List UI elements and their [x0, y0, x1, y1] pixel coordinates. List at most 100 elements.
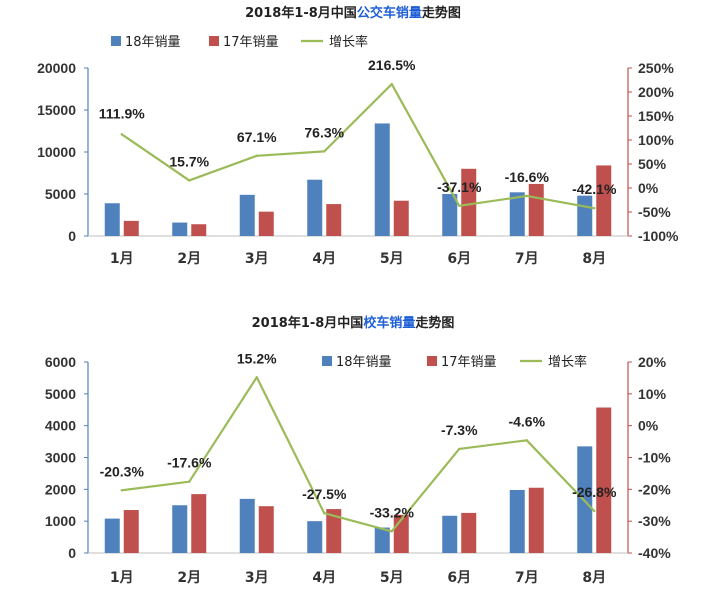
category-label: 3月: [245, 251, 269, 267]
bar-17-3: [258, 211, 274, 236]
growth-rate-label: -17.6%: [167, 455, 212, 471]
growth-rate-point: [323, 150, 326, 153]
growth-rate-point: [323, 512, 326, 515]
category-label: 7月: [515, 251, 539, 267]
right-tick-label: 250%: [638, 60, 674, 76]
category-label: 2月: [177, 251, 201, 267]
legend-swatch: [322, 356, 332, 366]
legend-item: 增长率: [301, 34, 368, 50]
bar-17-6: [461, 168, 477, 236]
growth-rate-label: -20.3%: [100, 463, 145, 479]
growth-rate-point: [390, 82, 393, 86]
chart-title: 2018年1-8月中国校车销量走势图: [252, 315, 455, 331]
bar-18-4: [307, 521, 323, 553]
bar-17-8: [596, 407, 612, 553]
left-tick-label: 4000: [45, 418, 76, 434]
bar-18-5: [374, 123, 390, 236]
growth-rate-point: [188, 179, 191, 182]
bar-17-7: [528, 183, 544, 236]
right-tick-label: -20%: [638, 481, 671, 497]
growth-rate-label: -7.3%: [441, 422, 478, 438]
legend-label: 18年销量: [125, 35, 181, 50]
right-tick-label: 200%: [638, 84, 674, 100]
legend-label: 增长率: [548, 354, 587, 370]
legend-item: 18年销量: [111, 35, 181, 50]
growth-rate-label: 15.7%: [169, 153, 209, 169]
legend-label: 17年销量: [441, 355, 497, 370]
left-tick-label: 5000: [45, 186, 76, 202]
legend-label: 17年销量: [223, 35, 279, 50]
right-tick-label: 100%: [638, 132, 674, 148]
right-tick-label: 0%: [638, 418, 659, 434]
category-label: 5月: [380, 570, 404, 586]
right-tick-label: -10%: [638, 450, 671, 466]
category-label: 1月: [110, 570, 134, 586]
growth-rate-point: [525, 194, 528, 198]
left-tick-label: 15000: [37, 102, 76, 118]
legend-item: 17年销量: [427, 355, 497, 370]
growth-rate-point: [188, 480, 191, 483]
growth-rate-label: -16.6%: [505, 169, 550, 185]
bar-17-5: [393, 200, 409, 236]
bar-18-3: [239, 498, 255, 553]
growth-rate-point: [525, 439, 528, 442]
growth-rate-label: 15.2%: [237, 350, 277, 366]
left-tick-label: 0: [68, 545, 76, 561]
category-label: 2月: [177, 570, 201, 586]
growth-rate-line: [121, 82, 595, 210]
chart-2: 2018年1-8月中国校车销量走势图 18年销量 17年销量 增长率 0 1000 2000…: [45, 315, 671, 586]
growth-rate-label: -4.6%: [508, 413, 545, 429]
chart-title-part: 2018年1-8月中国: [245, 5, 357, 21]
bar-17-1: [123, 510, 139, 553]
bar-17-7: [528, 487, 544, 553]
left-tick-label: 10000: [37, 144, 76, 160]
bar-18-6: [442, 515, 458, 553]
right-tick-label: 150%: [638, 108, 674, 124]
chart-title-part: 走势图: [415, 315, 454, 331]
left-tick-label: 2000: [45, 481, 76, 497]
legend-label: 18年销量: [336, 355, 392, 370]
growth-rate-label: -42.1%: [572, 181, 617, 197]
bar-18-2: [172, 505, 188, 553]
bar-17-4: [326, 204, 342, 236]
legend-swatch: [427, 356, 437, 366]
bar-18-7: [509, 192, 525, 236]
chart-title-part: 公交车销量: [357, 5, 422, 21]
bar-17-8: [596, 165, 612, 236]
growth-rate-label: -33.2%: [370, 504, 415, 520]
category-label: 1月: [110, 251, 134, 267]
bar-17-2: [191, 494, 207, 553]
growth-rate-label: -27.5%: [302, 486, 347, 502]
left-tick-label: 20000: [37, 60, 76, 76]
growth-rate-point: [120, 133, 123, 136]
right-tick-label: 10%: [638, 386, 667, 402]
growth-rate-line: [121, 376, 596, 533]
bar-18-1: [104, 518, 120, 553]
bar-18-2: [172, 222, 188, 236]
legend-swatch: [209, 36, 219, 46]
bar-18-7: [509, 489, 525, 553]
growth-rate-point: [390, 530, 393, 533]
bar-17-2: [191, 224, 207, 236]
left-tick-label: 6000: [45, 354, 76, 370]
bar-18-4: [307, 179, 323, 236]
growth-rate-label: 76.3%: [304, 124, 344, 140]
chart-title: 2018年1-8月中国公交车销量走势图: [245, 5, 461, 21]
right-tick-label: 50%: [638, 156, 667, 172]
category-label: 6月: [447, 570, 471, 586]
left-tick-label: 5000: [45, 386, 76, 402]
right-tick-label: -50%: [638, 204, 671, 220]
category-label: 6月: [447, 251, 471, 267]
growth-rate-label: 67.1%: [237, 129, 277, 145]
category-label: 7月: [515, 570, 539, 586]
right-tick-label: -100%: [638, 228, 679, 244]
chart-title-part: 走势图: [422, 5, 461, 21]
category-label: 8月: [582, 251, 606, 267]
chart-title-part: 校车销量: [363, 315, 415, 331]
left-tick-label: 0: [68, 228, 76, 244]
left-tick-label: 1000: [45, 513, 76, 529]
bar-18-1: [104, 203, 120, 236]
bar-18-6: [442, 194, 458, 236]
category-label: 3月: [245, 570, 269, 586]
